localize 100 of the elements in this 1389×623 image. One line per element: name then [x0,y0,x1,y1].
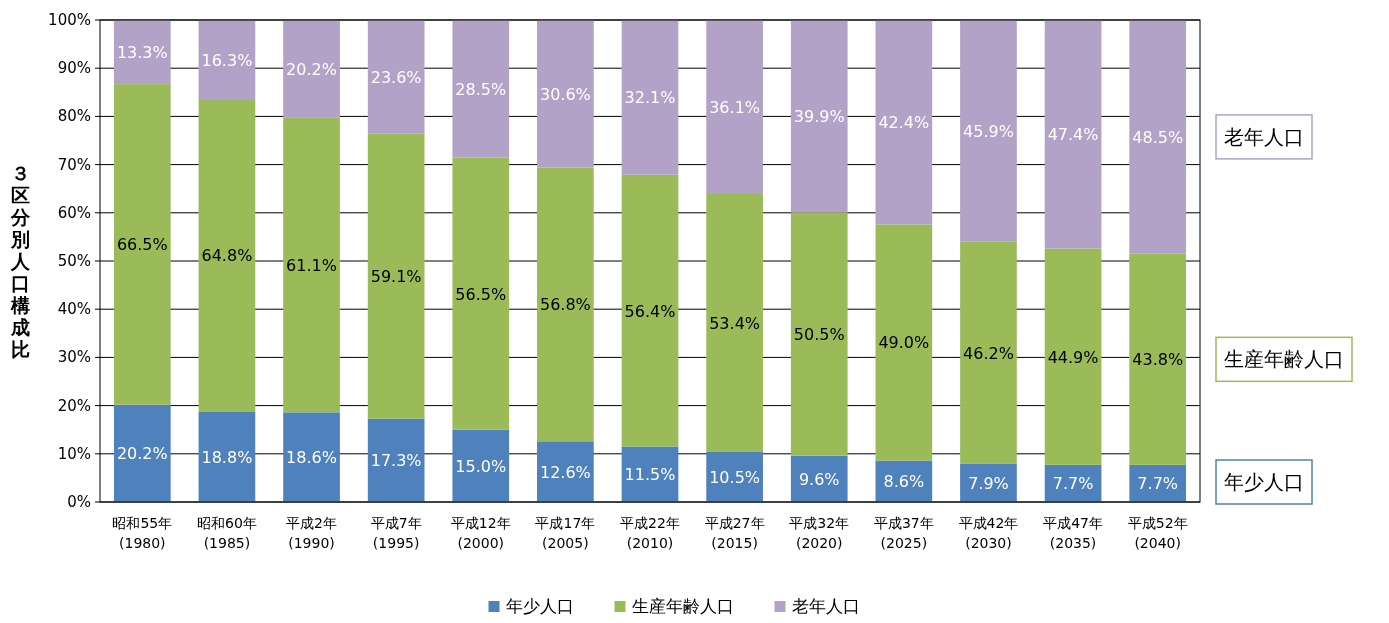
data-label: 12.6% [539,462,591,482]
data-label: 44.9% [1047,347,1099,367]
data-label: 66.5% [116,235,168,255]
data-label: 61.1% [286,256,337,276]
y-tick-label: 70% [57,155,91,174]
x-tick-label: 平成27年 (2015) [704,515,765,551]
data-label: 59.1% [370,267,422,287]
y-tick-label: 90% [57,59,91,78]
data-label: 32.1% [624,88,676,108]
y-tick-label: 60% [57,203,91,222]
data-label: 47.4% [1047,125,1099,145]
bar [367,133,425,419]
bar [113,20,171,85]
text: 生産年齢人口 [1224,347,1344,372]
data-label: 56.4% [624,301,676,321]
data-label: 56.8% [539,295,591,315]
bar [198,20,256,100]
bar [367,20,425,134]
y-tick-label: 50% [57,252,91,270]
data-label: 28.5% [455,79,507,99]
bar [706,451,763,502]
legend-label: 生産年齢人口 [631,596,734,616]
data-label: 48.5% [1132,127,1184,147]
x-tick-label: 平成42年 (2030) [958,515,1019,551]
data-label: 43.8% [1132,350,1184,370]
data-label: 50.5% [793,325,845,345]
x-tick-label: 平成22年 (2010) [620,515,680,551]
data-label: 9.6% [798,469,840,489]
bar [1129,253,1187,465]
data-label: 7.9% [968,473,1009,493]
bar [960,20,1017,242]
data-label: 7.7% [1052,474,1094,494]
y-tick-label: 0% [67,493,91,511]
y-tick-label: 30% [57,348,91,367]
bar [621,20,679,175]
data-label: 45.9% [963,121,1014,141]
data-label: 39.9% [793,107,845,127]
bar [537,167,594,442]
data-label: 13.3% [116,43,168,63]
x-tick-label: 昭和60年 (1985) [197,515,257,551]
x-tick-label: 平成47年 (2035) [1043,515,1103,551]
data-label: 8.6% [883,472,925,492]
bar [283,117,340,413]
x-tick-label: 平成7年 (1995) [370,515,422,551]
bar [452,157,510,430]
bar [790,212,848,456]
bar [283,412,340,502]
data-label: 23.6% [370,67,422,87]
y-tick-label: 10% [57,444,91,463]
data-label: 30.6% [539,84,591,104]
data-label: 11.5% [624,465,676,485]
x-tick-label: 平成37年 (2025) [873,515,934,551]
bar [452,20,510,158]
bar [875,20,933,225]
y-tick-label: 100% [48,11,91,29]
data-label: 64.8% [201,246,253,266]
bar [113,404,171,502]
x-tick-label: 平成52年 (2040) [1127,515,1188,551]
bar [875,224,933,461]
bar [537,20,594,168]
data-label: 17.3% [370,451,422,471]
legend-label: 老年人口 [791,596,860,616]
bar [367,418,425,502]
bar [113,84,171,405]
data-label: 20.2% [116,444,168,464]
text: 年少人口 [1224,470,1304,494]
x-tick-label: 平成17年 (2005) [535,515,596,551]
data-label: 56.5% [455,284,507,304]
data-label: 16.3% [201,50,253,70]
data-label: 36.1% [709,98,761,117]
x-tick-label: 平成12年 (2000) [450,515,511,551]
bar [283,20,340,118]
data-label: 20.2% [286,60,337,80]
bar [198,411,256,502]
bar [790,20,848,213]
bar [706,194,763,452]
data-label: 42.4% [878,113,930,133]
bar [706,20,763,194]
data-label: 15.0% [455,456,507,476]
data-label: 18.6% [286,448,337,468]
data-label: 18.8% [201,447,253,467]
data-label: 10.5% [709,467,761,487]
x-tick-label: 昭和55年 (1980) [112,515,173,551]
legend-label: 年少人口 [505,596,574,616]
bar [1044,20,1102,249]
x-tick-label: 平成32年 (2020) [789,515,850,551]
data-label: 46.2% [963,343,1014,363]
y-tick-label: 80% [57,107,91,126]
bar [198,99,256,412]
bar [621,174,679,447]
bar [1044,248,1102,465]
text: ３区分別人口構成比 [10,162,30,360]
bar [537,441,594,502]
bar [1129,20,1187,254]
data-label: 7.7% [1137,474,1179,494]
y-tick-label: 40% [57,300,91,319]
bar [960,241,1017,464]
x-tick-label: 平成2年 (1990) [286,515,337,551]
data-label: 49.0% [878,333,930,353]
text: 老年人口 [1224,124,1304,149]
